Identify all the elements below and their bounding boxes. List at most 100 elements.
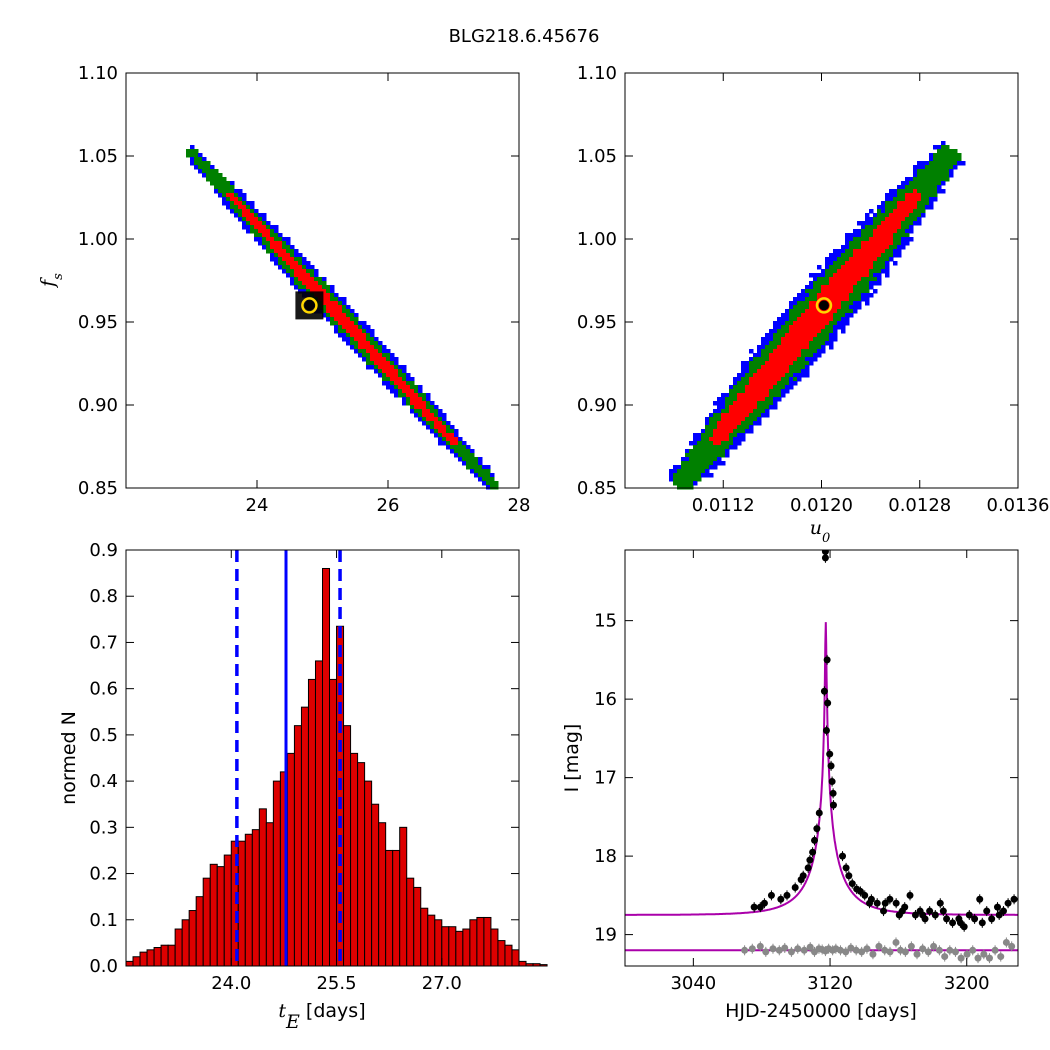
p2-cell-sigma2	[901, 225, 906, 230]
p4-data-point	[824, 699, 832, 707]
p2-cell-sigma2	[925, 169, 930, 174]
p1-cell-sigma1	[322, 293, 327, 298]
p2-cell-sigma1	[861, 261, 866, 266]
p2-cell-sigma2	[929, 165, 934, 170]
p1-cell-sigma2	[350, 317, 355, 322]
p2-cell-sigma3	[769, 405, 774, 410]
p2-cell-sigma3	[733, 377, 738, 382]
p2-cell-sigma2	[805, 349, 810, 354]
p2-cell-sigma1	[893, 221, 898, 226]
p1-cell-sigma1	[310, 285, 315, 290]
p1-cell-sigma3	[302, 257, 307, 262]
p2-cell-sigma2	[889, 245, 894, 250]
p2-cell-sigma2	[801, 349, 806, 354]
p2-cell-sigma3	[849, 237, 854, 242]
p2-cell-sigma2	[849, 245, 854, 250]
p1-cell-sigma3	[238, 217, 243, 222]
p1-cell-sigma1	[286, 261, 291, 266]
p2-cell-sigma1	[801, 329, 806, 334]
p2-cell-sigma1	[745, 401, 750, 406]
p2-cell-sigma1	[901, 201, 906, 206]
p2-cell-sigma2	[933, 181, 938, 186]
p1-cell-sigma2	[374, 345, 379, 350]
p2-cell-sigma1	[765, 377, 770, 382]
p2-cell-sigma2	[817, 345, 822, 350]
p2-cell-sigma2	[845, 301, 850, 306]
p2-cell-sigma3	[749, 357, 754, 362]
p2-cell-sigma1	[781, 361, 786, 366]
p2-cell-sigma3	[737, 373, 742, 378]
p1-cell-sigma1	[330, 309, 335, 314]
p1-cell-sigma1	[334, 313, 339, 318]
p1-cell-sigma2	[222, 193, 227, 198]
p2-cell-sigma2	[905, 185, 910, 190]
p1-cell-sigma3	[250, 201, 255, 206]
p2-cell-sigma2	[817, 285, 822, 290]
p2-cell-sigma2	[937, 177, 942, 182]
p1-cell-sigma2	[338, 329, 343, 334]
p2-cell-sigma3	[861, 293, 866, 298]
p2-cell-sigma1	[757, 381, 762, 386]
p2-cell-sigma1	[753, 397, 758, 402]
p3-bar	[244, 833, 253, 967]
p2-cell-sigma1	[761, 369, 766, 374]
p1-cell-sigma1	[450, 437, 455, 442]
p2-cell-sigma1	[813, 329, 818, 334]
p1-cell-sigma2	[198, 165, 203, 170]
p2-cell-sigma1	[753, 393, 758, 398]
p1-cell-sigma3	[402, 365, 407, 370]
p1-cell-sigma3	[338, 333, 343, 338]
p1-cell-sigma2	[362, 353, 367, 358]
p2-cell-sigma2	[681, 473, 686, 478]
p2-cell-sigma1	[809, 305, 814, 310]
p3-bar	[272, 780, 281, 967]
p4-data-point	[898, 907, 906, 915]
p2-cell-sigma2	[737, 385, 742, 390]
p1-cell-sigma3	[454, 433, 459, 438]
p1-cell-sigma3	[198, 169, 203, 174]
p1-cell-sigma1	[346, 325, 351, 330]
p2-cell-sigma1	[765, 373, 770, 378]
p2-cell-sigma1	[725, 417, 730, 422]
p1-cell-sigma1	[262, 233, 267, 238]
p2-cell-sigma2	[757, 357, 762, 362]
p2-cell-sigma1	[833, 281, 838, 286]
p1-cell-sigma1	[338, 317, 343, 322]
p2-cell-sigma1	[817, 301, 822, 306]
p2-cell-sigma2	[809, 345, 814, 350]
p1-cell-sigma1	[270, 237, 275, 242]
p1-cell-sigma2	[426, 421, 431, 426]
p1-cell-sigma3	[226, 201, 231, 206]
p2-cell-sigma2	[749, 421, 754, 426]
p2-cell-sigma1	[801, 317, 806, 322]
p2-cell-sigma3	[805, 293, 810, 298]
p2-cell-sigma2	[701, 469, 706, 474]
p2-cell-sigma1	[721, 421, 726, 426]
p3-bar	[357, 762, 366, 967]
p2-cell-sigma1	[861, 265, 866, 270]
p1-cell-sigma3	[450, 449, 455, 454]
p1-cell-sigma3	[282, 269, 287, 274]
p1-cell-sigma1	[258, 225, 263, 230]
p2-cell-sigma2	[877, 265, 882, 270]
p2-cell-sigma2	[909, 185, 914, 190]
p2-cell-sigma2	[941, 165, 946, 170]
p1-cell-sigma1	[446, 437, 451, 442]
p2-cell-sigma3	[801, 297, 806, 302]
p1-cell-sigma3	[370, 329, 375, 334]
p1-cell-sigma1	[298, 273, 303, 278]
p1-density-cells	[186, 145, 499, 490]
p1-cell-sigma2	[294, 257, 299, 262]
p2-cell-sigma2	[685, 473, 690, 478]
p1-ytick-label: 0.90	[78, 395, 118, 416]
p2-cell-sigma2	[757, 401, 762, 406]
p2-cell-sigma1	[757, 385, 762, 390]
p2-cell-sigma3	[893, 189, 898, 194]
p1-cell-sigma1	[334, 317, 339, 322]
p2-cell-sigma3	[881, 205, 886, 210]
p2-cell-sigma3	[909, 177, 914, 182]
p1-cell-sigma1	[350, 325, 355, 330]
p2-cell-sigma1	[897, 225, 902, 230]
p4-data-point	[820, 687, 828, 695]
p1-cell-sigma1	[246, 213, 251, 218]
